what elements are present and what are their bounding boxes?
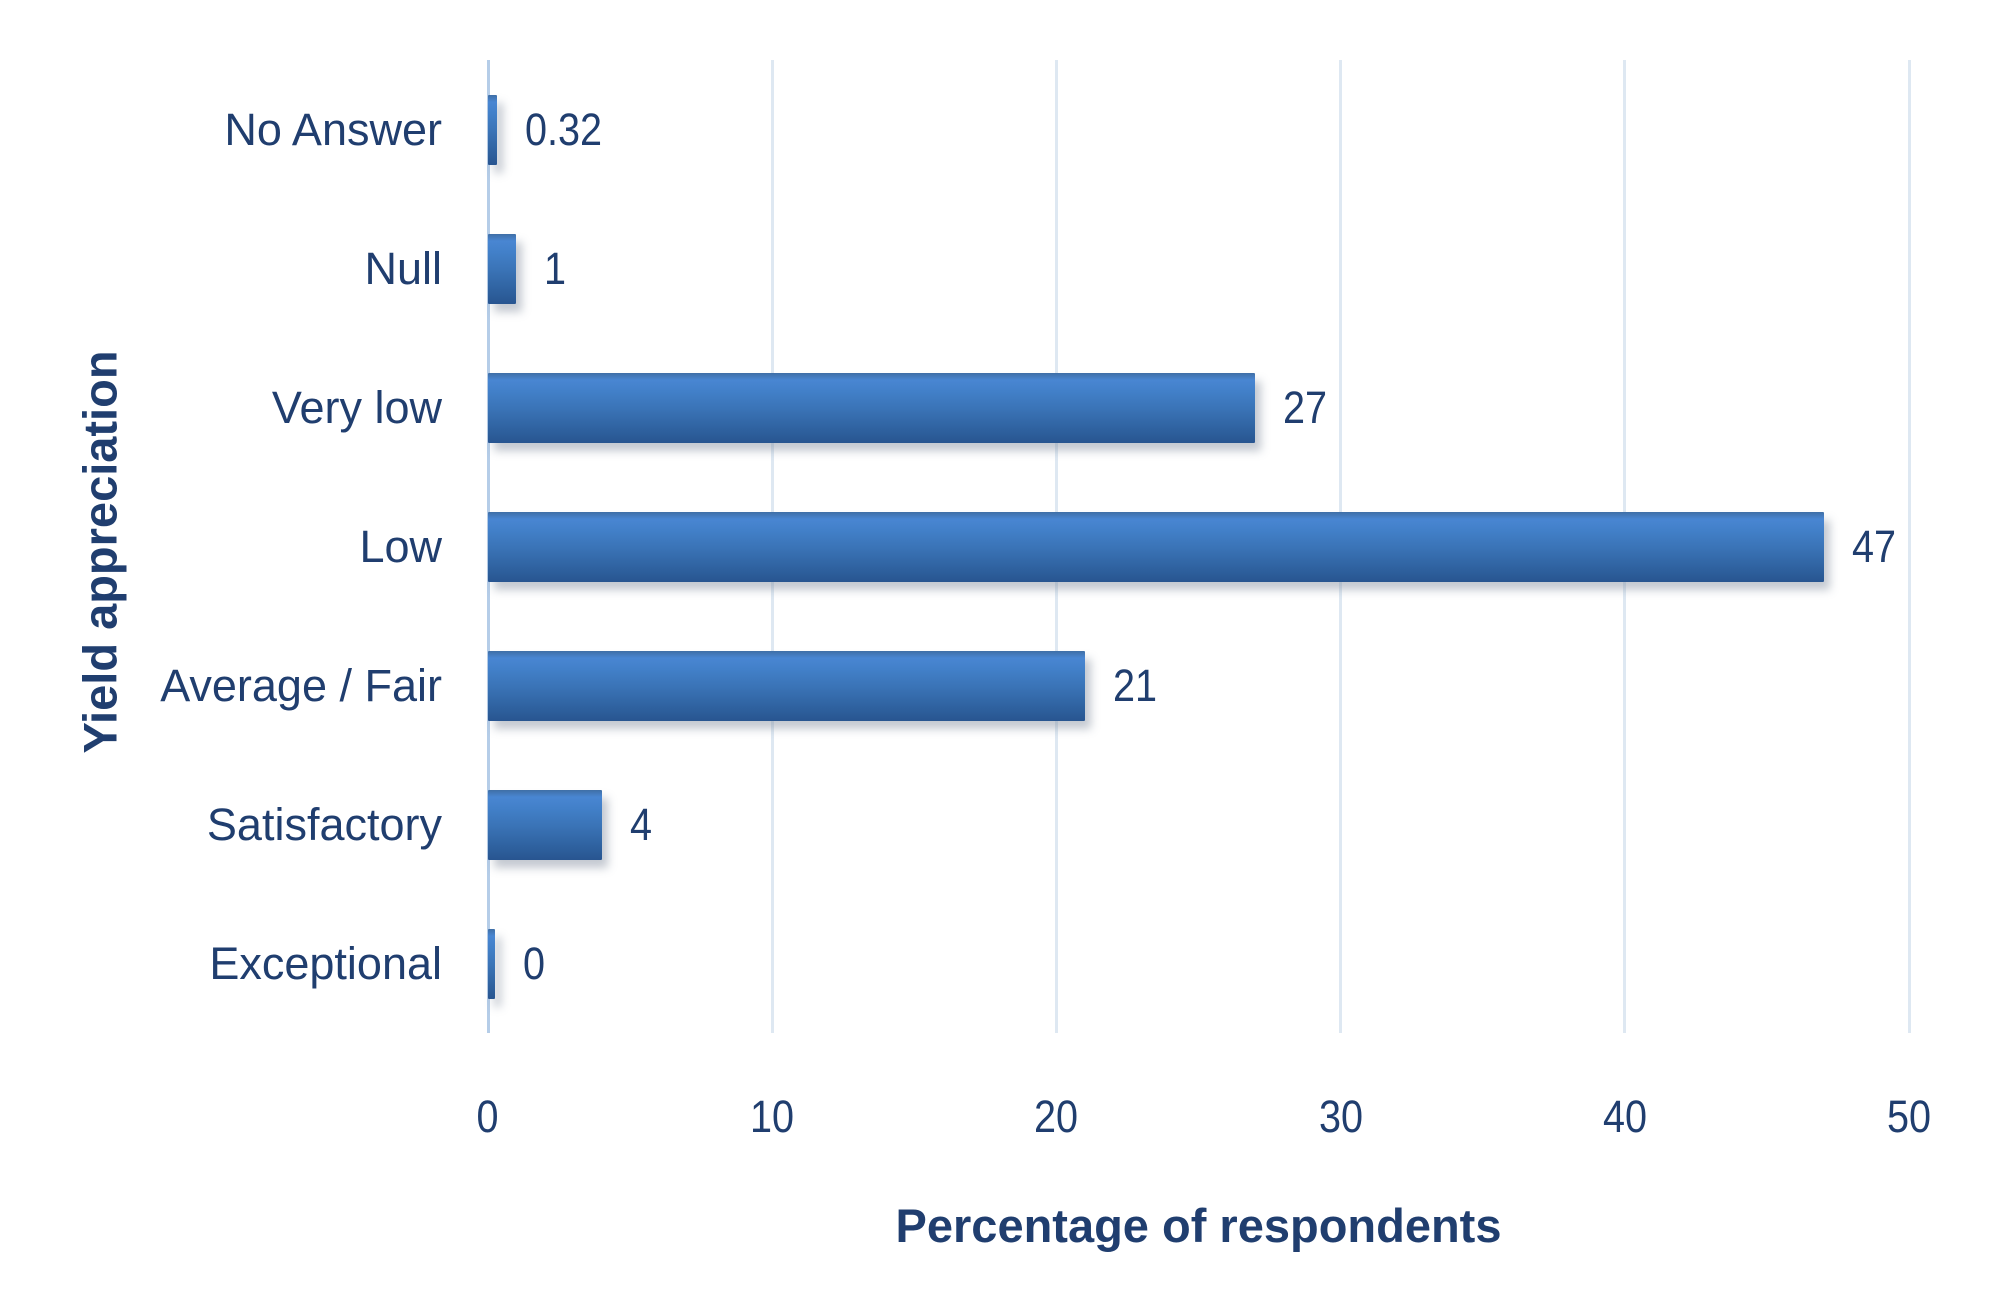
category-label-low: Low xyxy=(359,520,442,572)
value-label: 0.32 xyxy=(525,104,603,155)
x-tick-20: 20 xyxy=(1034,1091,1079,1142)
category-label-satisfactory: Satisfactory xyxy=(206,798,442,850)
bar-row: 4 xyxy=(488,755,1909,894)
plot-area: 0.32 1 27 47 21 4 0 xyxy=(486,60,1911,1033)
category-label-exceptional: Exceptional xyxy=(209,937,442,989)
value-label: 21 xyxy=(1112,660,1157,711)
bar-very-low xyxy=(488,372,1256,443)
bar-low xyxy=(488,511,1824,582)
category-label-null: Null xyxy=(364,242,442,294)
bar-row: 0.32 xyxy=(488,60,1909,199)
bar-no-answer xyxy=(488,94,498,165)
value-label: 1 xyxy=(544,243,567,294)
bar-average-fair xyxy=(488,650,1085,721)
value-label: 47 xyxy=(1851,521,1896,572)
category-label-very-low: Very low xyxy=(271,381,442,433)
category-label-average-fair: Average / Fair xyxy=(160,659,442,711)
x-tick-30: 30 xyxy=(1318,1091,1363,1142)
bar-row: 21 xyxy=(488,616,1909,755)
x-tick-50: 50 xyxy=(1886,1091,1932,1142)
value-label: 0 xyxy=(523,938,546,989)
bar-row: 0 xyxy=(488,894,1909,1033)
x-tick-0: 0 xyxy=(476,1091,500,1142)
bar-satisfactory xyxy=(488,789,602,860)
category-label-no-answer: No Answer xyxy=(224,103,442,155)
x-axis-title: Percentage of respondents xyxy=(895,1199,1502,1252)
bar-null xyxy=(488,233,517,304)
value-label: 4 xyxy=(629,799,652,850)
x-tick-40: 40 xyxy=(1602,1091,1647,1142)
bar-exceptional xyxy=(488,928,495,999)
bar-row: 1 xyxy=(488,199,1909,338)
x-tick-10: 10 xyxy=(750,1091,795,1142)
value-label: 27 xyxy=(1283,382,1328,433)
gridline-x-50 xyxy=(1907,60,1911,1033)
bar-row: 47 xyxy=(488,477,1909,616)
bar-row: 27 xyxy=(488,338,1909,477)
